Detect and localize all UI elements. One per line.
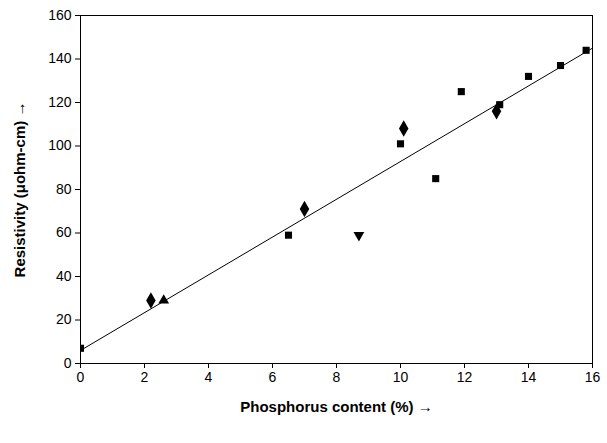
- svg-text:14: 14: [521, 369, 537, 385]
- svg-text:100: 100: [48, 137, 72, 153]
- svg-text:80: 80: [56, 181, 72, 197]
- svg-text:8: 8: [333, 369, 341, 385]
- svg-text:0: 0: [64, 355, 72, 371]
- svg-text:40: 40: [56, 268, 72, 284]
- svg-text:2: 2: [141, 369, 149, 385]
- svg-text:140: 140: [48, 50, 72, 66]
- svg-text:6: 6: [269, 369, 277, 385]
- svg-text:12: 12: [457, 369, 473, 385]
- svg-text:Phosphorus content (%) →: Phosphorus content (%) →: [240, 398, 433, 415]
- svg-text:160: 160: [48, 7, 72, 23]
- svg-text:Resistivity (μohm-cm) →: Resistivity (μohm-cm) →: [11, 102, 28, 278]
- svg-text:0: 0: [77, 369, 85, 385]
- svg-text:16: 16: [585, 369, 601, 385]
- svg-text:60: 60: [56, 224, 72, 240]
- svg-text:120: 120: [48, 94, 72, 110]
- svg-text:10: 10: [393, 369, 409, 385]
- svg-text:20: 20: [56, 311, 72, 327]
- svg-text:4: 4: [205, 369, 213, 385]
